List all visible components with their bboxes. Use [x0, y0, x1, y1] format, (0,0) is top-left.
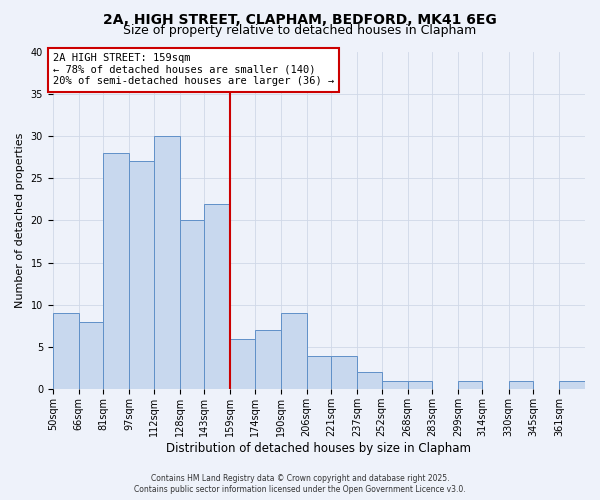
Text: 2A, HIGH STREET, CLAPHAM, BEDFORD, MK41 6EG: 2A, HIGH STREET, CLAPHAM, BEDFORD, MK41 …: [103, 12, 497, 26]
Text: Size of property relative to detached houses in Clapham: Size of property relative to detached ho…: [124, 24, 476, 37]
Bar: [407, 381, 432, 390]
Bar: [382, 381, 407, 390]
Bar: [154, 136, 180, 390]
Bar: [230, 338, 254, 390]
Bar: [180, 220, 204, 390]
Bar: [204, 204, 230, 390]
Bar: [103, 153, 129, 390]
Y-axis label: Number of detached properties: Number of detached properties: [15, 132, 25, 308]
Bar: [254, 330, 281, 390]
Bar: [458, 381, 482, 390]
Bar: [53, 314, 79, 390]
Bar: [281, 314, 307, 390]
X-axis label: Distribution of detached houses by size in Clapham: Distribution of detached houses by size …: [166, 442, 472, 455]
Bar: [559, 381, 585, 390]
Bar: [331, 356, 357, 390]
Text: 2A HIGH STREET: 159sqm
← 78% of detached houses are smaller (140)
20% of semi-de: 2A HIGH STREET: 159sqm ← 78% of detached…: [53, 53, 334, 86]
Bar: [79, 322, 103, 390]
Bar: [357, 372, 382, 390]
Bar: [129, 162, 154, 390]
Text: Contains HM Land Registry data © Crown copyright and database right 2025.
Contai: Contains HM Land Registry data © Crown c…: [134, 474, 466, 494]
Bar: [307, 356, 331, 390]
Bar: [509, 381, 533, 390]
